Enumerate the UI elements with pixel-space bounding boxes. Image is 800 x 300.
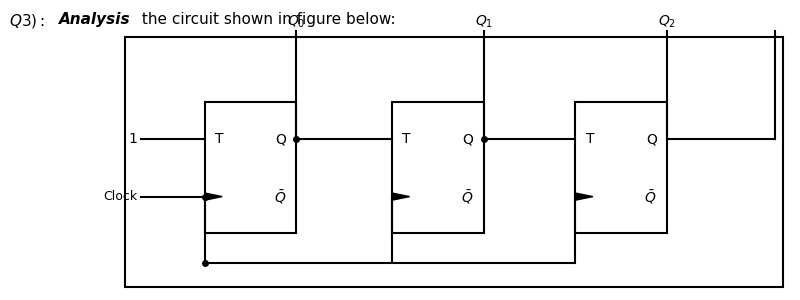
Text: Clock: Clock [102, 190, 137, 203]
Polygon shape [575, 193, 593, 200]
Text: Q: Q [646, 132, 657, 146]
Text: $\bar{Q}$: $\bar{Q}$ [274, 188, 286, 206]
Text: $\bar{Q}$: $\bar{Q}$ [461, 188, 474, 206]
Text: Q: Q [462, 132, 474, 146]
Bar [205, 102, 296, 233]
Text: $Q_0$: $Q_0$ [287, 13, 306, 30]
Text: $Q_1$: $Q_1$ [474, 13, 493, 30]
Polygon shape [205, 193, 222, 200]
Bar [575, 102, 667, 233]
Text: the circuit shown in figure below:: the circuit shown in figure below: [137, 12, 395, 27]
Text: Q: Q [275, 132, 286, 146]
Text: T: T [586, 132, 594, 146]
Text: T: T [215, 132, 223, 146]
Bar [392, 102, 484, 233]
Text: 1: 1 [128, 132, 137, 146]
Bar [125, 37, 782, 287]
Text: $\it{Q3):}$: $\it{Q3):}$ [10, 12, 46, 30]
Text: Analysis: Analysis [58, 12, 130, 27]
Polygon shape [392, 193, 410, 200]
Text: $Q_2$: $Q_2$ [658, 13, 676, 30]
Text: T: T [402, 132, 411, 146]
Text: $\bar{Q}$: $\bar{Q}$ [644, 188, 657, 206]
